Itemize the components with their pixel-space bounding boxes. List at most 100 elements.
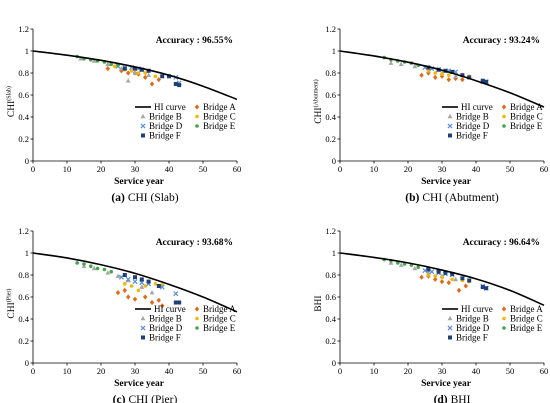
y-axis-title-main: BHI	[314, 295, 324, 311]
data-point-bridge-c	[447, 73, 451, 77]
panel-caption-tag: (b)	[405, 192, 419, 204]
y-tick-label: 0	[25, 358, 29, 368]
legend-label-bridge-a: Bridge A	[203, 102, 236, 112]
y-tick-label: 0.2	[18, 134, 29, 144]
x-tick-label: 0	[338, 366, 342, 376]
y-tick-label: 1	[332, 46, 336, 56]
legend-label-bridge-c: Bridge C	[510, 112, 543, 122]
y-axis-title: CHI(Slab)	[6, 86, 18, 117]
accuracy-label: Accuracy : 93.24%	[463, 36, 540, 46]
legend-marker-bridge-f	[448, 133, 452, 138]
data-point-bridge-f	[484, 79, 489, 84]
data-point-bridge-a	[456, 287, 462, 293]
panel-caption: (d) BHI	[434, 394, 471, 403]
data-point-bridge-b	[412, 63, 418, 69]
x-axis-title: Service year	[114, 379, 165, 389]
data-point-bridge-a	[126, 294, 131, 300]
x-tick-label: 10	[370, 366, 379, 376]
data-point-bridge-c	[153, 282, 158, 286]
x-tick-label: 30	[438, 366, 447, 376]
legend-label-bridge-e: Bridge E	[203, 323, 236, 333]
data-point-bridge-f	[146, 279, 151, 284]
x-tick-label: 50	[506, 164, 515, 174]
y-tick-label: 0.4	[325, 112, 336, 122]
legend-marker-bridge-f	[448, 335, 452, 340]
data-point-bridge-f	[480, 78, 485, 83]
y-tick-label: 1.2	[325, 226, 336, 236]
accuracy-label: Accuracy : 96.64%	[463, 238, 540, 248]
data-point-bridge-a	[433, 74, 438, 80]
data-point-bridge-c	[433, 274, 438, 278]
data-point-bridge-c	[136, 288, 141, 293]
legend-label-bridge-b: Bridge B	[149, 112, 182, 122]
legend: HI curve Bridge A Bridge B Bridge C Bridge D…	[135, 304, 236, 343]
data-point-bridge-b	[453, 73, 458, 79]
chart-panel-3: 0 10 20 30 40 50 60 0 0.2 0.4 0.6 0.8 1 1.2 Service ye…	[6, 226, 242, 403]
legend-marker-bridge-a	[501, 306, 507, 312]
legend-marker-bridge-d	[140, 123, 146, 129]
data-point-bridge-b	[115, 273, 121, 278]
data-point-bridge-b	[149, 290, 155, 295]
data-point-bridge-b	[398, 61, 404, 66]
legend-label-hi-curve: HI curve	[461, 304, 493, 314]
x-tick-label: 10	[63, 366, 72, 376]
legend-marker-bridge-c	[195, 114, 199, 119]
legend-marker-bridge-b	[447, 113, 453, 119]
hi-curve-line	[339, 252, 545, 306]
data-point-bridge-a	[149, 299, 155, 306]
legend-label-bridge-f: Bridge F	[456, 333, 488, 343]
y-tick-label: 0.6	[325, 292, 336, 302]
data-point-bridge-c	[433, 71, 438, 75]
data-point-bridge-c	[136, 71, 141, 75]
y-tick-label: 1	[332, 248, 336, 258]
y-tick-label: 0.8	[325, 270, 336, 280]
data-point-bridge-a	[463, 283, 468, 289]
x-tick-label: 20	[404, 366, 413, 376]
y-tick-label: 1.2	[18, 226, 29, 236]
x-axis-title: Service year	[114, 177, 165, 187]
legend-label-bridge-f: Bridge F	[149, 333, 181, 343]
y-axis-title-main: CHI	[7, 101, 17, 117]
y-axis-title-main: CHI	[7, 302, 17, 318]
data-point-bridge-a	[126, 70, 131, 76]
x-tick-label: 20	[97, 366, 106, 376]
data-point-bridge-a	[149, 81, 155, 87]
data-point-bridge-c	[112, 64, 117, 69]
panel-caption: (c) CHI (Pier)	[113, 394, 178, 403]
x-tick-label: 10	[370, 164, 379, 174]
x-tick-label: 0	[338, 164, 342, 174]
y-tick-label: 0.2	[325, 134, 336, 144]
x-axis-title: Service year	[421, 177, 472, 187]
data-point-bridge-b	[388, 60, 394, 65]
legend-marker-bridge-b	[140, 113, 146, 119]
data-point-bridge-f	[133, 66, 137, 71]
legend-label-bridge-b: Bridge B	[149, 314, 182, 324]
legend-label-bridge-c: Bridge C	[203, 112, 236, 122]
data-point-bridge-e	[82, 262, 86, 266]
data-point-bridge-c	[440, 275, 444, 280]
data-point-bridge-c	[143, 71, 147, 75]
legend-label-bridge-a: Bridge A	[510, 102, 543, 112]
hi-curve-line	[32, 252, 238, 313]
data-point-bridge-f	[122, 66, 127, 71]
data-point-bridge-e	[109, 269, 113, 274]
legend-marker-bridge-b	[140, 315, 146, 321]
legend-marker-bridge-e	[502, 124, 506, 128]
data-point-bridge-f	[173, 82, 178, 86]
data-point-bridge-f	[443, 270, 448, 275]
legend-label-bridge-b: Bridge B	[456, 112, 489, 122]
data-point-bridge-e	[416, 265, 421, 270]
data-point-bridge-a	[460, 77, 465, 83]
data-point-bridge-a	[115, 290, 121, 296]
hi-curve-line	[32, 50, 238, 101]
y-tick-label: 0.8	[18, 270, 29, 280]
x-tick-label: 30	[438, 164, 447, 174]
x-tick-label: 50	[506, 366, 515, 376]
legend-label-hi-curve: HI curve	[154, 304, 186, 314]
legend-label-bridge-d: Bridge D	[149, 323, 183, 333]
y-tick-label: 0.6	[325, 90, 336, 100]
y-tick-label: 0.2	[18, 336, 29, 346]
legend-label-hi-curve: HI curve	[154, 102, 186, 112]
y-axis-title-superscript: (Abutment)	[313, 79, 320, 107]
y-axis-title-superscript: (Slab)	[6, 86, 13, 101]
